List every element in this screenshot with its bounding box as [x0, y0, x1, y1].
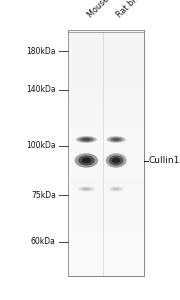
Ellipse shape [82, 138, 91, 141]
Ellipse shape [79, 137, 94, 142]
Ellipse shape [78, 155, 95, 166]
Text: 180kDa: 180kDa [26, 46, 56, 56]
Ellipse shape [76, 136, 97, 143]
Ellipse shape [77, 186, 95, 192]
Text: 140kDa: 140kDa [26, 85, 56, 94]
Bar [68, 30, 144, 276]
Text: 60kDa: 60kDa [31, 237, 56, 246]
Ellipse shape [106, 153, 126, 168]
Ellipse shape [109, 137, 123, 142]
Ellipse shape [75, 153, 98, 168]
Ellipse shape [83, 188, 90, 190]
Ellipse shape [107, 136, 126, 143]
Text: Cullin1: Cullin1 [148, 156, 180, 165]
Ellipse shape [108, 186, 124, 192]
Bar [68, 30, 144, 276]
Text: Mouse brain: Mouse brain [86, 0, 128, 20]
Ellipse shape [113, 188, 119, 190]
Text: 100kDa: 100kDa [26, 141, 56, 150]
Text: Rat brain: Rat brain [115, 0, 148, 20]
Ellipse shape [111, 187, 122, 191]
Text: 75kDa: 75kDa [31, 190, 56, 200]
Ellipse shape [80, 187, 93, 191]
Ellipse shape [112, 158, 120, 164]
Ellipse shape [82, 158, 91, 164]
Ellipse shape [112, 138, 120, 141]
Ellipse shape [109, 155, 123, 166]
